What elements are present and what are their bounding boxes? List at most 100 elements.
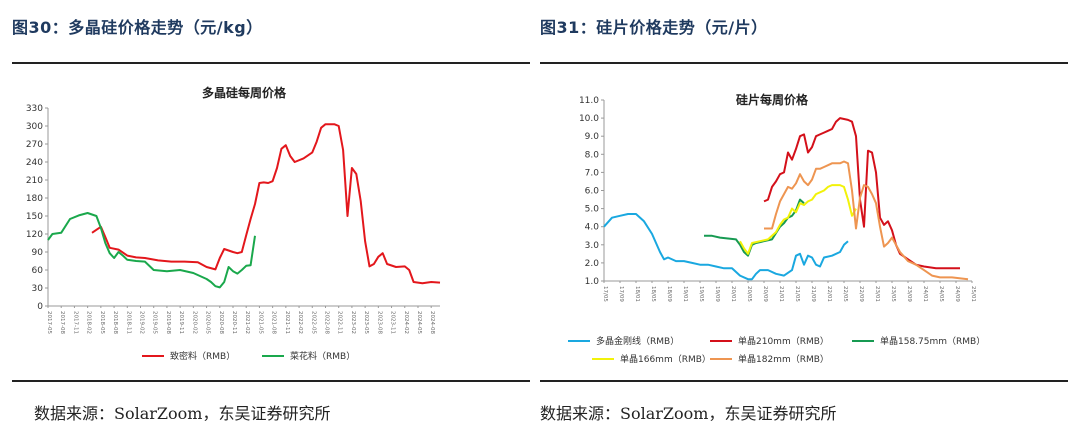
x-tick-label: 2020-02	[191, 311, 197, 334]
x-tick-label: 19/01	[682, 286, 688, 302]
x-tick-label: 25/01	[970, 286, 976, 302]
x-tick-label: 2023-05	[363, 311, 369, 334]
x-tick-label: 2017-11	[72, 311, 78, 334]
x-tick-label: 17/09	[618, 286, 624, 302]
x-tick-label: 17/05	[602, 286, 608, 302]
x-tick-label: 24/01	[922, 286, 928, 302]
y-tick-label: 30	[32, 284, 44, 294]
x-tick-label: 22/01	[826, 286, 832, 302]
x-tick-label: 24/05	[938, 286, 944, 302]
x-tick-label: 23/05	[890, 286, 896, 302]
legend-label: 单晶158.75mm（RMB）	[880, 335, 985, 347]
x-tick-label: 2017-08	[59, 311, 65, 334]
x-tick-label: 2023-08	[376, 311, 382, 334]
y-tick-label: 11.0	[579, 96, 599, 106]
y-tick-label: 270	[26, 140, 43, 150]
y-tick-label: 3.0	[585, 241, 600, 251]
y-tick-label: 10.0	[579, 114, 599, 124]
source-note: 数据来源：SolarZoom，东吴证券研究所	[34, 404, 331, 423]
figure-panel-wafer: 图31：硅片价格走势（元/片） 硅片每周价格 1.0 2.0 3.0 4.0 5.0 6.0…	[540, 0, 1080, 426]
figure-label: 图30：多晶硅价格走势（元/kg）	[12, 18, 263, 37]
series-line-0	[91, 123, 441, 285]
x-tick-label: 2019-02	[138, 311, 144, 334]
legend-label: 菜花料（RMB）	[290, 350, 355, 362]
y-tick-label: 2.0	[585, 259, 600, 269]
x-tick-label: 2021-05	[257, 311, 263, 334]
series-line-4	[764, 160, 969, 281]
x-tick-label: 24/09	[954, 286, 960, 302]
x-tick-label: 2022-11	[337, 311, 343, 334]
x-tick-label: 21/01	[778, 286, 784, 302]
x-tick-label: 2021-02	[244, 311, 250, 334]
wafer-chart: 硅片每周价格 1.0 2.0 3.0 4.0 5.0 6.0 7.0 8.0 9.0 10.0 11.…	[568, 92, 985, 365]
x-tick-label: 21/09	[810, 286, 816, 302]
top-rule	[12, 62, 530, 64]
x-tick-label: 2019-08	[165, 311, 171, 334]
bottom-rule	[12, 380, 530, 382]
x-tick-label: 2021-11	[284, 311, 290, 334]
y-tick-label: 9.0	[585, 132, 600, 142]
x-tick-label: 23/09	[906, 286, 912, 302]
x-tick-label: 23/01	[874, 286, 880, 302]
x-tick-label: 2024-02	[403, 311, 409, 334]
y-tick-label: 150	[26, 212, 43, 222]
y-tick-label: 60	[32, 266, 44, 276]
chart-title: 多晶硅每周价格	[202, 85, 287, 100]
top-rule	[540, 62, 1068, 64]
source-note: 数据来源：SolarZoom，东吴证券研究所	[540, 404, 837, 423]
y-tick-label: 0	[37, 302, 43, 312]
x-tick-label: 20/01	[730, 286, 736, 302]
legend-label: 单晶166mm（RMB）	[620, 353, 711, 365]
y-tick-label: 240	[26, 158, 43, 168]
series-line-2	[704, 198, 805, 257]
legend-label: 单晶182mm（RMB）	[738, 353, 829, 365]
y-tick-label: 4.0	[585, 223, 600, 233]
y-tick-label: 7.0	[585, 168, 600, 178]
y-tick-label: 210	[26, 176, 43, 186]
x-tick-label: 2018-05	[99, 311, 105, 334]
x-tick-label: 18/01	[634, 286, 640, 302]
legend-label: 多晶金刚线（RMB）	[596, 335, 679, 347]
y-tick-label: 330	[26, 104, 43, 114]
x-tick-label: 2022-08	[323, 311, 329, 334]
x-tick-label: 2023-02	[350, 311, 356, 334]
x-tick-label: 2024-05	[416, 311, 422, 334]
x-tick-label: 2018-11	[125, 311, 131, 334]
y-tick-label: 8.0	[585, 150, 600, 160]
x-tick-label: 20/09	[762, 286, 768, 302]
series-line-0	[603, 213, 849, 281]
legend-label: 致密料（RMB）	[170, 350, 235, 362]
y-tick-label: 5.0	[585, 205, 600, 215]
y-tick-label: 90	[32, 248, 44, 258]
x-tick-label: 19/05	[698, 286, 704, 302]
x-tick-label: 2023-11	[390, 311, 396, 334]
x-tick-label: 2022-05	[310, 311, 316, 334]
y-tick-label: 300	[26, 122, 43, 132]
x-tick-label: 2019-11	[178, 311, 184, 334]
x-tick-label: 2021-08	[271, 311, 277, 334]
y-tick-label: 1.0	[585, 277, 600, 287]
chart-title: 硅片每周价格	[736, 92, 809, 107]
x-tick-label: 2017-05	[46, 311, 52, 334]
x-tick-label: 20/05	[746, 286, 752, 302]
x-tick-label: 21/05	[794, 286, 800, 302]
y-tick-label: 120	[26, 230, 43, 240]
x-tick-label: 2018-02	[86, 311, 92, 334]
figure-label: 图31：硅片价格走势（元/片）	[540, 18, 768, 37]
y-tick-label: 180	[26, 194, 43, 204]
bottom-rule	[540, 380, 1068, 382]
figure-panel-polysilicon: 图30：多晶硅价格走势（元/kg） 多晶硅每周价格 0 30 60 90 120 150 18…	[12, 18, 530, 423]
x-tick-label: 2018-08	[112, 311, 118, 334]
x-tick-label: 2020-08	[218, 311, 224, 334]
y-tick-label: 6.0	[585, 187, 600, 197]
x-tick-label: 2019-05	[152, 311, 158, 334]
series-line-3	[739, 184, 857, 255]
x-tick-label: 2020-11	[231, 311, 237, 334]
x-tick-label: 2024-08	[429, 311, 435, 334]
x-tick-label: 18/05	[650, 286, 656, 302]
x-tick-label: 19/09	[714, 286, 720, 302]
x-tick-label: 22/09	[858, 286, 864, 302]
polysilicon-chart: 多晶硅每周价格 0 30 60 90 120 150 180 210 240 270 300 330 20…	[26, 85, 441, 362]
x-tick-label: 2022-02	[297, 311, 303, 334]
x-tick-label: 18/09	[666, 286, 672, 302]
